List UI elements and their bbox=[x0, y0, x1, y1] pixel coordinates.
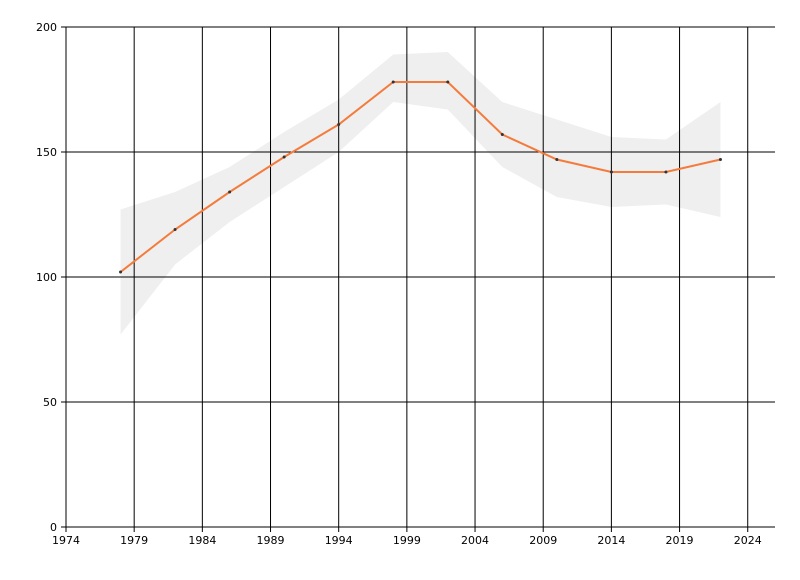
y-tick-label: 100 bbox=[36, 271, 57, 284]
y-tick-label: 200 bbox=[36, 21, 57, 34]
confidence-band bbox=[120, 52, 721, 335]
point bbox=[119, 270, 123, 274]
point bbox=[337, 123, 341, 126]
x-tick-label: 1989 bbox=[257, 534, 285, 547]
point bbox=[446, 80, 450, 84]
point bbox=[718, 158, 722, 161]
point bbox=[609, 170, 613, 174]
x-tick-label: 1974 bbox=[52, 534, 80, 547]
y-tick-label: 150 bbox=[36, 146, 57, 159]
x-tick-label: 1979 bbox=[120, 534, 148, 547]
point bbox=[228, 190, 232, 194]
x-tick-label: 2019 bbox=[666, 534, 694, 547]
point bbox=[555, 158, 559, 161]
point bbox=[500, 133, 504, 136]
point bbox=[173, 228, 177, 231]
y-tick-label: 0 bbox=[50, 521, 57, 534]
point bbox=[664, 170, 668, 174]
x-tick-label: 2014 bbox=[597, 534, 625, 547]
x-tick-label: 1994 bbox=[325, 534, 353, 547]
x-tick-label: 2004 bbox=[461, 534, 489, 547]
x-tick-label: 2009 bbox=[529, 534, 557, 547]
y-tick-label: 50 bbox=[43, 396, 57, 409]
x-tick-label: 1984 bbox=[188, 534, 216, 547]
line bbox=[119, 81, 721, 273]
point bbox=[391, 80, 395, 84]
x-tick-label: 2024 bbox=[734, 534, 762, 547]
point bbox=[282, 155, 286, 159]
x-tick-label: 1999 bbox=[393, 534, 421, 547]
